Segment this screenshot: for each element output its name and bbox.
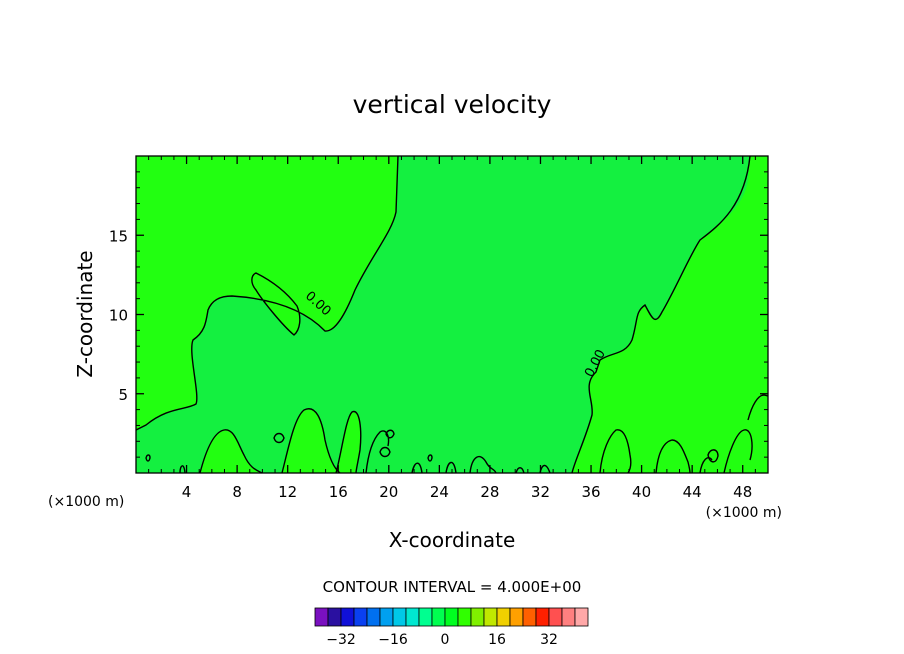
colorbar-swatch	[444, 607, 459, 627]
x-axis: 4 8 12 16 20 24 28 32 36 40 44 48	[148, 156, 756, 501]
colorbar-swatch	[379, 607, 394, 627]
chart-title: vertical velocity	[353, 90, 552, 119]
x-tick-label: 4	[182, 483, 192, 501]
contour-interval-label: CONTOUR INTERVAL = 4.000E+00	[323, 578, 582, 596]
x-tick-label: 32	[531, 483, 550, 501]
colorbar-tick-label: 32	[540, 632, 558, 648]
colorbar-swatch	[470, 607, 485, 627]
y-axis-title: Z-coordinate	[73, 250, 97, 377]
colorbar-swatch	[418, 607, 433, 627]
y-tick-label: 10	[109, 307, 128, 325]
y-tick-label: 15	[109, 227, 128, 245]
x-tick-label: 44	[683, 483, 702, 501]
colorbar-swatch	[405, 607, 420, 627]
colorbar-swatch	[340, 607, 355, 627]
x-unit-label-left: (×1000 m)	[48, 494, 124, 510]
contour-lines	[135, 155, 769, 474]
colorbar-tick-label: −32	[326, 632, 356, 648]
colorbar-swatch	[483, 607, 498, 627]
colorbar-swatch	[314, 607, 329, 627]
x-tick-label: 16	[329, 483, 348, 501]
x-tick-label: 36	[581, 483, 600, 501]
colorbar-swatch	[392, 607, 407, 627]
colorbar-swatch	[561, 607, 576, 627]
x-tick-label: 12	[278, 483, 297, 501]
colorbar-tick-label: 0	[441, 632, 450, 648]
x-tick-label: 40	[632, 483, 651, 501]
colorbar-swatch	[496, 607, 511, 627]
positive-region-right	[572, 156, 768, 473]
colorbar: −32 −16 0 16 32	[314, 607, 589, 648]
colorbar-swatch	[366, 607, 381, 627]
colorbar-swatch	[574, 607, 589, 627]
x-tick-label: 24	[430, 483, 449, 501]
colorbar-swatch	[327, 607, 342, 627]
colorbar-tick-label: 16	[488, 632, 506, 648]
colorbar-swatch	[535, 607, 550, 627]
colorbar-swatch	[457, 607, 472, 627]
x-tick-label: 20	[379, 483, 398, 501]
colorbar-tick-label: −16	[378, 632, 408, 648]
colorbar-swatch	[353, 607, 368, 627]
positive-lobe-upper	[251, 273, 300, 335]
x-tick-label: 28	[480, 483, 499, 501]
y-tick-label: 5	[118, 386, 128, 404]
colorbar-swatch	[509, 607, 524, 627]
colorbar-swatch	[522, 607, 537, 627]
y-axis: 5 10 15	[109, 171, 768, 458]
x-tick-label: 48	[733, 483, 752, 501]
positive-bumps-bottom	[200, 408, 361, 473]
plot-area	[135, 155, 769, 474]
x-tick-label: 8	[232, 483, 242, 501]
x-axis-title: X-coordinate	[389, 528, 516, 552]
colorbar-swatch	[548, 607, 563, 627]
colorbar-swatch	[431, 607, 446, 627]
x-unit-label-right: (×1000 m)	[706, 505, 782, 521]
